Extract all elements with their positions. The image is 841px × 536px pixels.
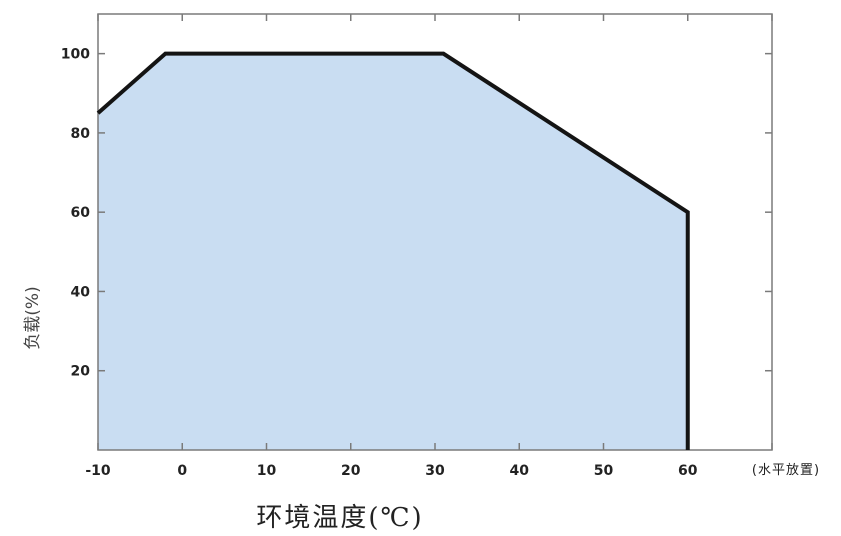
x-tick-label: 0 xyxy=(177,463,187,479)
y-tick-label: 100 xyxy=(61,47,90,63)
x-tick-label: 50 xyxy=(594,463,614,479)
x-tick-label: 20 xyxy=(341,463,361,479)
y-tick-label: 20 xyxy=(71,364,91,380)
x-tick-label: 10 xyxy=(257,463,277,479)
x-axis-label: 环境温度(℃) xyxy=(256,503,423,533)
orientation-note: (水平放置) xyxy=(752,463,820,478)
y-axis-label: 负载(%) xyxy=(23,286,43,349)
y-tick-label: 40 xyxy=(71,284,91,300)
x-tick-label: 60 xyxy=(678,463,698,479)
area-layer xyxy=(98,53,688,451)
load-curve xyxy=(96,51,690,450)
y-tick-label: 60 xyxy=(71,205,91,221)
text-layer: 环境温度(℃) 负载(%) (水平放置) xyxy=(23,286,820,533)
x-tick-label: 30 xyxy=(425,463,445,479)
x-tick-label: -10 xyxy=(85,463,111,479)
x-tick-label: 40 xyxy=(510,463,530,479)
load-area xyxy=(98,53,688,451)
y-tick-label: 80 xyxy=(71,126,91,142)
line-layer xyxy=(96,51,690,450)
tick-layer: -10 0 10 20 30 40 50 60 20 40 60 80 100 xyxy=(61,14,773,479)
